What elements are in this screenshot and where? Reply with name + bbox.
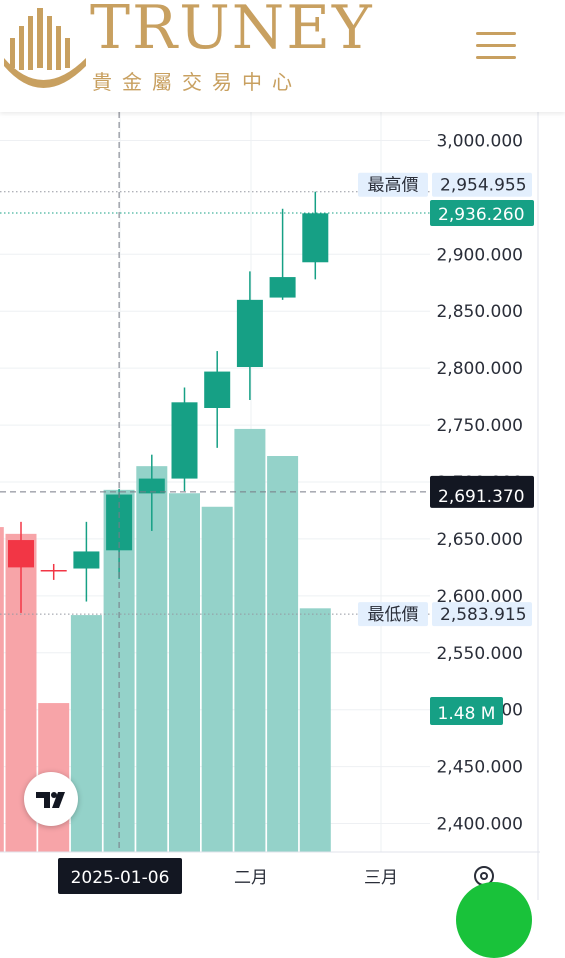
hamburger-menu-icon[interactable] (472, 30, 518, 62)
high-label-bg (358, 172, 428, 197)
low-price-tag: 2,583.915 (440, 605, 527, 625)
low-label-bg (358, 602, 428, 627)
last-price-tag: 2,936.260 (438, 205, 525, 225)
volume-bar (169, 493, 200, 852)
price-chart[interactable]: 3,000.000 2,900.000 2,850.000 2,800.000 2,75… (0, 112, 565, 958)
chat-bubble-icon[interactable] (456, 882, 532, 958)
volume-bar (201, 506, 233, 852)
brand-name: TRUNEY (90, 0, 374, 63)
y-tick-label: 2,850.000 (436, 302, 523, 322)
candle-body (73, 551, 100, 569)
high-label: 最高價 (368, 176, 419, 196)
gear-icon-hub (480, 872, 488, 880)
brand-subtitle: 貴金屬交易中心 (92, 70, 302, 94)
volume-bar (234, 428, 266, 852)
candlestick-chart[interactable]: 3,000.000 2,900.000 2,850.000 2,800.000 2,75… (0, 112, 565, 900)
crosshair-price-tag: 2,691.370 (438, 487, 525, 507)
high-price-tag: 2,954.955 (440, 176, 527, 196)
candle-body (8, 540, 34, 568)
candle-body (138, 478, 165, 494)
candle-body (269, 277, 296, 298)
y-tick-label: 2,800.000 (436, 359, 523, 379)
volume-last-tag: 1.48 M (438, 704, 496, 724)
x-tick-highlight-bg (58, 858, 182, 894)
y-tick-label: 2,400.000 (436, 815, 523, 835)
x-tick-label: 二月 (234, 868, 268, 888)
high-price-tag-bg (432, 172, 532, 197)
x-tick-label: 2025-01-06 (71, 868, 170, 888)
y-tick-label: 2,450.000 (436, 758, 523, 778)
brand-logo-icon (4, 8, 86, 88)
volume-last-tag-bg (430, 697, 503, 725)
candle-body (204, 371, 231, 408)
x-tick-label: 三月 (364, 868, 398, 888)
last-price-tag-bg (430, 200, 534, 227)
tradingview-logo-icon[interactable] (24, 772, 78, 826)
y-tick-label: 3,000.000 (436, 131, 523, 151)
tradingview-logo-glyph (36, 792, 65, 808)
site-header: TRUNEY 貴金屬交易中心 (0, 0, 565, 112)
y-tick-label: 2,600.000 (436, 587, 523, 607)
volume-bar (70, 615, 102, 852)
y-tick-label: 2,650.000 (436, 530, 523, 550)
crosshair-price-tag-bg (430, 475, 534, 508)
low-label: 最低價 (368, 605, 419, 625)
candle-body (302, 213, 329, 263)
candle-body (236, 299, 263, 368)
candle-body (171, 402, 198, 479)
y-tick-label: 2,750.000 (436, 416, 523, 436)
volume-bar (0, 527, 4, 852)
volume-bar (299, 608, 331, 852)
low-price-tag-bg (432, 602, 532, 627)
y-tick-label: 2,550.000 (436, 644, 523, 664)
volume-bar (267, 456, 299, 852)
y-tick-label: 2,900.000 (436, 245, 523, 265)
